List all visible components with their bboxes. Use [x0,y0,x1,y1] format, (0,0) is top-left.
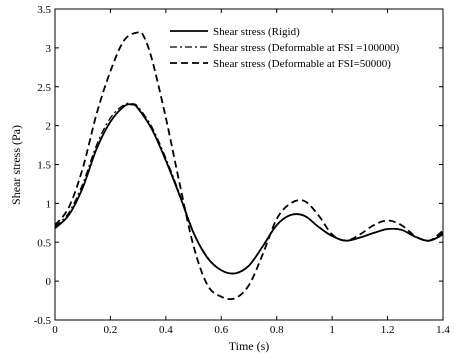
legend: Shear stress (Rigid) Shear stress (Deform… [170,26,399,70]
x-tick-label: 0.6 [214,324,228,336]
series-lines [54,31,444,301]
x-tick-label: 0.2 [104,324,118,336]
plot-area [54,8,444,321]
x-axis: 0 0.2 0.4 0.6 0.8 1 1.2 1.4 [52,9,450,336]
y-tick-label: 2.5 [37,82,51,94]
y-axis: -0.5 0 0.5 1 1.5 2 2.5 3 3.5 [34,4,443,327]
y-tick-label: 0 [46,276,52,288]
series-line-1 [54,103,444,275]
x-tick-label: 1.4 [436,324,450,336]
y-tick-label: 3.5 [37,4,51,16]
x-tick-label: 1 [329,324,335,336]
plot-frame [54,8,444,321]
y-tick-label: 3 [46,43,52,55]
series-line-3 [54,31,444,301]
legend-label-3: Shear stress (Deformable at FSI=50000) [213,58,391,70]
y-tick-label: 2 [46,121,52,133]
legend-label-2: Shear stress (Deformable at FSI =100000) [213,42,399,54]
x-tick-label: 0.8 [270,324,284,336]
y-tick-label: 1 [46,198,52,210]
x-tick-label: 1.2 [381,324,395,336]
x-tick-label: 0.4 [159,324,173,336]
legend-label-1: Shear stress (Rigid) [213,26,300,38]
x-tick-label: 0 [52,324,58,336]
y-axis-label: Shear stress (Pa) [9,125,23,205]
y-tick-label: -0.5 [34,315,52,327]
y-tick-label: 1.5 [37,160,51,172]
y-tick-label: 0.5 [37,237,51,249]
x-axis-label: Time (s) [229,339,270,353]
series-line-2 [54,102,444,275]
